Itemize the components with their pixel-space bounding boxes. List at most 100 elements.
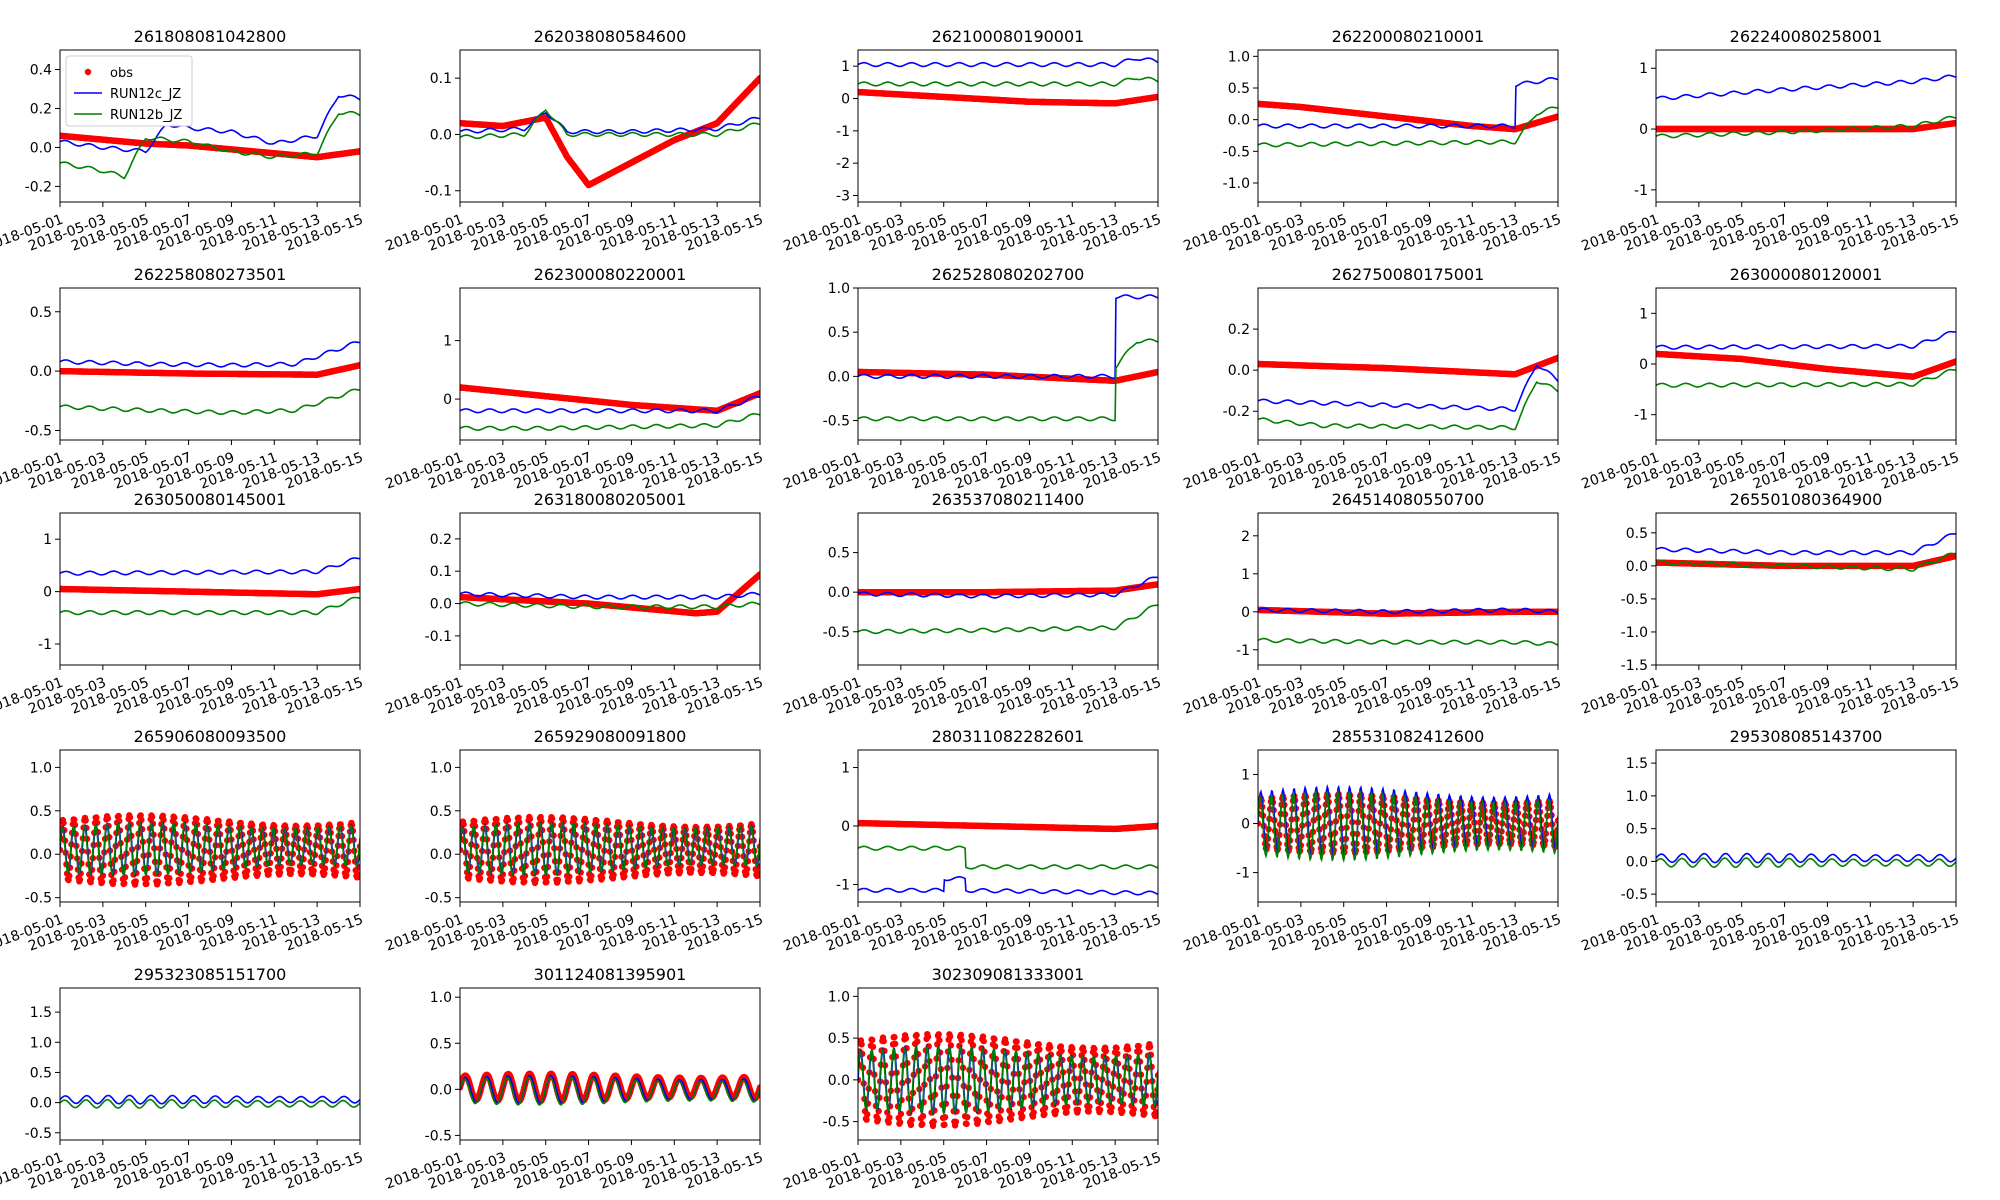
- series-run12c: [1258, 76, 1558, 129]
- subplot-262750080175001: 262750080175001-0.20.00.22018-05-012018-…: [1181, 265, 1563, 493]
- y-tick-label: 0.5: [1228, 81, 1250, 97]
- y-tick-label: 1: [43, 532, 52, 548]
- subplot-262038080584600: 262038080584600-0.10.00.12018-05-012018-…: [383, 27, 765, 255]
- subplot-title: 262100080190001: [932, 27, 1085, 46]
- series-obs: [1656, 350, 1956, 380]
- y-tick-label: 0.0: [430, 127, 452, 143]
- plot-area: [460, 571, 760, 617]
- plot-area: [60, 341, 360, 415]
- axes-frame: [857, 287, 1159, 441]
- series-obs: [60, 585, 360, 598]
- plot-area: [858, 294, 1158, 422]
- plot-area: [60, 94, 360, 180]
- subplot-title: 262300080220001: [534, 265, 687, 284]
- series-run12b: [60, 388, 360, 415]
- legend-run12c: RUN12c_JZ: [110, 87, 181, 102]
- y-tick-label: -1: [1634, 183, 1648, 199]
- plot-area: [1656, 74, 1956, 139]
- y-tick-label: 0: [43, 585, 52, 601]
- series-run12c: [460, 112, 760, 135]
- y-tick-label: 0.0: [828, 369, 850, 385]
- subplot-title: 262038080584600: [534, 27, 687, 46]
- series-run12b: [858, 76, 1158, 87]
- subplot-title: 261808081042800: [134, 27, 287, 46]
- y-tick-label: 0.5: [30, 305, 52, 321]
- subplot-title: 262528080202700: [932, 265, 1085, 284]
- series-run12b: [1258, 381, 1558, 431]
- subplot-title: 263000080120001: [1730, 265, 1883, 284]
- y-tick-label: -0.5: [25, 424, 52, 440]
- obs-point: [356, 148, 360, 155]
- obs-point: [1154, 93, 1158, 101]
- axes-frame: [857, 49, 1159, 203]
- series-obs: [460, 384, 760, 414]
- legend-run12b: RUN12b_JZ: [110, 108, 182, 123]
- legend: obs RUN12c_JZ RUN12b_JZ: [65, 55, 193, 127]
- series-run12c: [1656, 74, 1956, 100]
- y-tick-label: 0.0: [1228, 363, 1250, 379]
- subplot-262528080202700: 262528080202700-0.50.00.51.02018-05-0120…: [781, 265, 1163, 493]
- subplot-title: 263180080205001: [534, 490, 687, 509]
- y-tick-label: -0.2: [1223, 404, 1250, 420]
- y-tick-label: 0.2: [1228, 322, 1250, 338]
- subplot-262240080258001: 262240080258001-1012018-05-012018-05-032…: [1579, 27, 1961, 255]
- plot-area: [1656, 330, 1956, 388]
- series-run12b: [858, 338, 1158, 422]
- plot-area: [1258, 354, 1558, 431]
- series-run12c: [60, 341, 360, 368]
- y-tick-label: -1: [836, 124, 850, 140]
- y-tick-label: 0.0: [1228, 113, 1250, 129]
- y-tick-label: -1.0: [1223, 176, 1250, 192]
- subplot-title: 263050080145001: [134, 490, 287, 509]
- series-obs: [460, 571, 760, 617]
- y-tick-label: 1: [1639, 61, 1648, 77]
- series-run12c: [858, 57, 1158, 68]
- obs-point: [1952, 119, 1956, 127]
- axes-frame: [1655, 49, 1957, 203]
- plot-area: [460, 74, 760, 189]
- series-obs: [60, 362, 360, 378]
- obs-point: [756, 390, 760, 397]
- series-run12b: [1258, 106, 1558, 148]
- series-run12c: [60, 557, 360, 576]
- y-tick-label: 1: [1639, 306, 1648, 322]
- subplot-263000080120001: 263000080120001-1012018-05-012018-05-032…: [1579, 265, 1961, 493]
- subplot-263180080205001: 263180080205001-0.10.00.10.22018-05-0120…: [383, 490, 765, 718]
- legend-obs: obs: [110, 66, 133, 81]
- plot-area: [460, 384, 760, 431]
- y-tick-label: -0.2: [25, 179, 52, 195]
- y-tick-label: -1: [38, 637, 52, 653]
- y-tick-label: 0.2: [30, 101, 52, 117]
- series-obs: [1258, 100, 1558, 133]
- obs-point: [1554, 113, 1558, 120]
- series-run12b: [60, 596, 360, 616]
- subplot-title: 262750080175001: [1332, 265, 1485, 284]
- series-run12c: [460, 395, 760, 414]
- series-run12c: [858, 294, 1158, 379]
- series-run12b: [460, 413, 760, 431]
- legend-box: [65, 55, 193, 127]
- y-tick-label: 1: [443, 334, 452, 350]
- legend-obs-marker: [84, 68, 92, 76]
- axes-frame: [59, 49, 361, 203]
- y-tick-label: 0: [841, 92, 850, 108]
- y-tick-label: 1.0: [828, 281, 850, 297]
- plot-area: [1258, 76, 1558, 148]
- y-tick-label: 1: [841, 59, 850, 75]
- plot-area: [60, 557, 360, 616]
- y-tick-label: 1.0: [1228, 49, 1250, 65]
- series-run12b: [460, 109, 760, 140]
- obs-point: [1154, 368, 1158, 376]
- subplot-262258080273501: 262258080273501-0.50.00.52018-05-012018-…: [0, 265, 365, 493]
- y-tick-label: 0.1: [430, 71, 452, 87]
- y-tick-label: -0.5: [823, 414, 850, 430]
- y-tick-label: 0: [1639, 357, 1648, 373]
- series-run12b: [1656, 115, 1956, 139]
- axes-frame: [459, 287, 761, 441]
- subplot-263050080145001: 263050080145001-1012018-05-012018-05-032…: [0, 490, 365, 718]
- y-tick-label: -2: [836, 156, 850, 172]
- series-run12c: [1656, 330, 1956, 350]
- subplot-262300080220001: 262300080220001012018-05-012018-05-03201…: [383, 265, 765, 493]
- series-obs: [858, 88, 1158, 107]
